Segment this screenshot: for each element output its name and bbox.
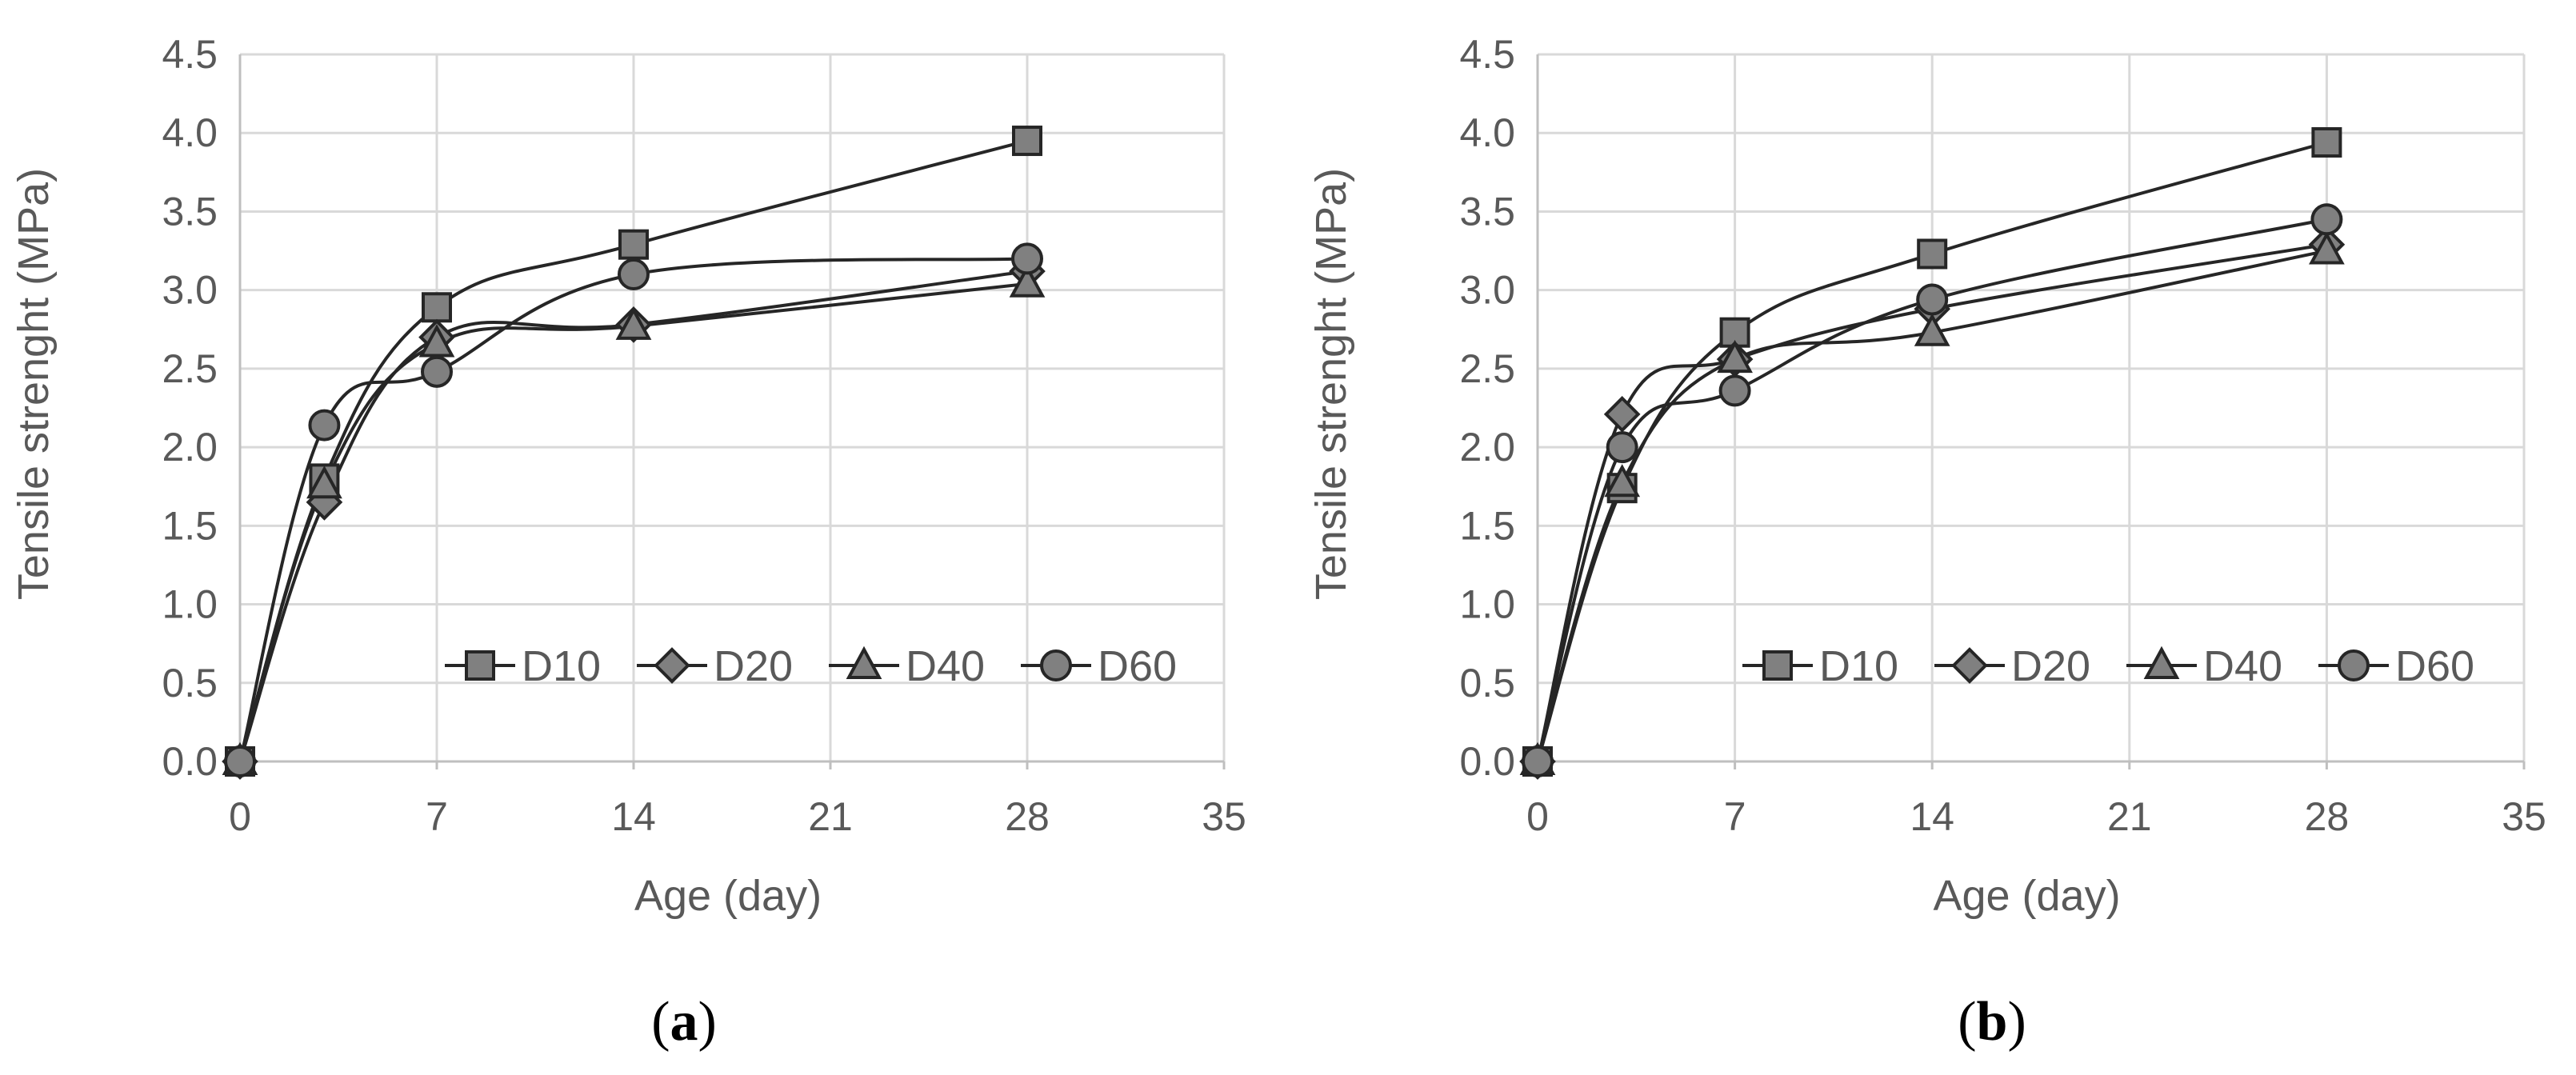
legend-label-d60: D60 bbox=[1098, 642, 1177, 690]
y-tick-label: 1.5 bbox=[162, 503, 218, 548]
y-tick-label: 2.5 bbox=[1459, 346, 1515, 391]
data-point-d40 bbox=[1009, 264, 1046, 298]
chart-panel-b: 0.0 0.5 1.0 1.5 2.0 2.5 3.0 3.5 4.0 4.5 0 7 14 21 28 35… bbox=[1307, 32, 2546, 1053]
panel-label: (a) bbox=[651, 991, 717, 1053]
y-tick-label: 3.5 bbox=[1459, 189, 1515, 234]
data-point-d40 bbox=[1914, 313, 1950, 346]
data-point-d40 bbox=[1604, 464, 1641, 498]
data-point-d60 bbox=[618, 258, 650, 291]
legend-label-d40: D40 bbox=[2203, 642, 2282, 690]
x-tick-label: 21 bbox=[808, 794, 853, 839]
y-tick-label: 3.0 bbox=[1459, 268, 1515, 313]
panel-label: (b) bbox=[1958, 991, 2026, 1053]
legend-marker-d20 bbox=[1951, 647, 1988, 684]
data-point-d60 bbox=[421, 355, 453, 388]
legend-label-d10: D10 bbox=[522, 642, 601, 690]
x-tick-label: 21 bbox=[2107, 794, 2152, 839]
data-point-d10 bbox=[1012, 126, 1042, 157]
y-tick-label: 2.0 bbox=[1459, 425, 1515, 470]
x-tick-label: 0 bbox=[229, 794, 251, 839]
legend-label-d20: D20 bbox=[2011, 642, 2090, 690]
data-point-d10 bbox=[2311, 127, 2342, 158]
y-tick-label: 2.0 bbox=[162, 425, 218, 470]
y-tick-label: 3.0 bbox=[162, 268, 218, 313]
y-tick-label: 1.0 bbox=[162, 582, 218, 627]
y-tick-label: 0.0 bbox=[1459, 739, 1515, 784]
data-point-d10 bbox=[618, 229, 649, 260]
legend-marker-d10 bbox=[1762, 650, 1793, 681]
y-tick-label: 4.5 bbox=[162, 32, 218, 77]
legend-marker-d60 bbox=[1040, 649, 1072, 681]
data-point-d40 bbox=[1717, 339, 1753, 374]
legend-marker-d40 bbox=[846, 645, 882, 679]
data-point-d60 bbox=[2310, 203, 2343, 236]
y-tick-label: 1.5 bbox=[1459, 503, 1515, 548]
y-tick-label: 4.0 bbox=[1459, 110, 1515, 155]
data-point-d10 bbox=[422, 292, 452, 323]
legend-marker-d20 bbox=[654, 647, 690, 684]
data-point-d60 bbox=[224, 745, 256, 777]
data-point-d20 bbox=[1603, 396, 1641, 433]
y-tick-label: 1.0 bbox=[1459, 582, 1515, 627]
y-tick-label: 0.0 bbox=[162, 739, 218, 784]
x-axis-title: Age (day) bbox=[1933, 872, 2120, 920]
y-axis-title: Tensile strenght (MPa) bbox=[1307, 168, 1355, 600]
legend-marker-d60 bbox=[2338, 649, 2370, 681]
x-tick-label: 7 bbox=[1724, 794, 1746, 839]
legend-label-d10: D10 bbox=[1819, 642, 1898, 690]
y-tick-label: 2.5 bbox=[162, 346, 218, 391]
series-line-d40 bbox=[1536, 249, 2327, 762]
x-tick-label: 28 bbox=[2305, 794, 2350, 839]
y-tick-label: 0.5 bbox=[162, 661, 218, 705]
data-point-d40 bbox=[306, 466, 342, 499]
data-point-d60 bbox=[1606, 431, 1638, 464]
data-point-d60 bbox=[1522, 745, 1554, 777]
data-point-d40 bbox=[418, 324, 455, 358]
x-tick-label: 35 bbox=[2502, 794, 2546, 839]
data-point-d60 bbox=[1011, 242, 1043, 275]
x-tick-label: 28 bbox=[1005, 794, 1050, 839]
data-point-d60 bbox=[1718, 374, 1751, 407]
chart-panel-a: 0.0 0.5 1.0 1.5 2.0 2.5 3.0 3.5 4.0 4.5 0 7 14 21 28 35… bbox=[10, 32, 1246, 1053]
legend-marker-d10 bbox=[465, 650, 495, 681]
data-point-d60 bbox=[1916, 283, 1949, 316]
data-point-d40 bbox=[615, 306, 652, 340]
x-tick-label: 7 bbox=[426, 794, 448, 839]
data-point-d60 bbox=[308, 409, 341, 442]
legend-label-d60: D60 bbox=[2395, 642, 2474, 690]
legend-marker-d40 bbox=[2143, 645, 2180, 679]
data-point-d10 bbox=[1917, 238, 1948, 270]
y-tick-label: 0.5 bbox=[1459, 661, 1515, 705]
y-tick-label: 3.5 bbox=[162, 189, 218, 234]
data-point-d40 bbox=[2309, 231, 2345, 265]
legend-label-d40: D40 bbox=[906, 642, 985, 690]
x-axis-title: Age (day) bbox=[634, 872, 822, 920]
legend-label-d20: D20 bbox=[714, 642, 793, 690]
y-axis-title: Tensile strenght (MPa) bbox=[10, 168, 58, 600]
x-tick-label: 35 bbox=[1202, 794, 1246, 839]
x-tick-label: 14 bbox=[611, 794, 656, 839]
x-tick-label: 0 bbox=[1526, 794, 1549, 839]
x-tick-label: 14 bbox=[1910, 794, 1954, 839]
y-tick-label: 4.5 bbox=[1459, 32, 1515, 77]
y-tick-label: 4.0 bbox=[162, 110, 218, 155]
